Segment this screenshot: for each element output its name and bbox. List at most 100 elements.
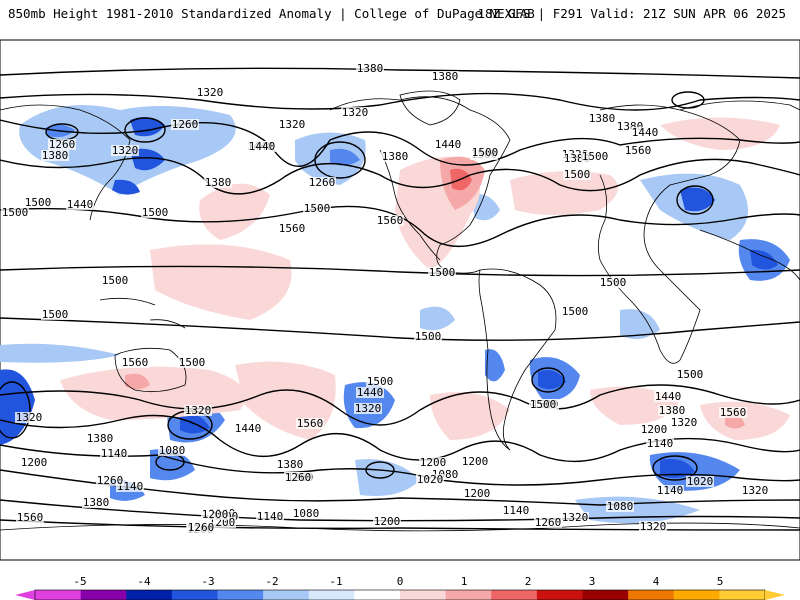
anomaly-core (125, 373, 150, 390)
contour-label-bg (284, 472, 312, 483)
contour-label: 1140 (257, 510, 284, 523)
contour-label: 1320 (742, 484, 769, 497)
contour-line (0, 119, 800, 167)
contour-label: 1380 (42, 149, 69, 162)
anomaly-area-south-america (485, 349, 505, 382)
contour-label: 1500 (677, 368, 704, 381)
contour-label: 1500 (472, 146, 499, 159)
colorbar-tick-label: -4 (137, 575, 151, 588)
contour-label-bg (434, 139, 462, 150)
contour-label: 1500 (415, 330, 442, 343)
contour-label: 1200 (420, 456, 447, 469)
contour-label-bg (656, 485, 684, 496)
contour-label-bg (41, 150, 69, 161)
contour-label: 1560 (17, 511, 44, 524)
contour-label-bg (376, 215, 404, 226)
contour-label: 1560 (122, 356, 149, 369)
contour-label-bg (82, 497, 110, 508)
contour-label: 1440 (249, 140, 276, 153)
contour-label-bg (428, 267, 456, 278)
colorbar-segment (354, 590, 401, 600)
contour-label-bg (208, 517, 236, 528)
contour-label-bg (20, 457, 48, 468)
contour-label: 1440 (655, 390, 682, 403)
colorbar-segment (628, 590, 675, 600)
contour-label-bg (654, 391, 682, 402)
contour-label: 1020 (687, 475, 714, 488)
contour-label: 1320 (112, 144, 139, 157)
contour-line (0, 317, 800, 341)
contour-label: 1320 (671, 416, 698, 429)
contour-label: 1380 (659, 404, 686, 417)
contour-label: 1080 (293, 507, 320, 520)
anomaly-area-tropics (420, 306, 455, 331)
colorbar-tick-label: 2 (525, 575, 532, 588)
anomaly-core (680, 187, 715, 212)
contour-label-bg (563, 169, 591, 180)
contour-label-bg (66, 199, 94, 210)
colorbar-segment (491, 590, 538, 600)
contour-label-bg (419, 457, 447, 468)
colorbar-tick-label: 5 (717, 575, 724, 588)
contour-label-bg (308, 177, 336, 188)
contour-line (0, 92, 800, 111)
contour-label-bg (563, 153, 591, 164)
contour-label-bg (676, 369, 704, 380)
coastline-layer (0, 90, 800, 532)
contour-label-bg (234, 423, 262, 434)
contour-label-bg (561, 306, 589, 317)
contour-label: 1320 (562, 511, 589, 524)
contour-label: 1200 (641, 423, 668, 436)
contour-label-bg (616, 121, 644, 132)
contour-label-bg (416, 474, 444, 485)
contour-label-bg (303, 203, 331, 214)
contour-label: 1260 (97, 474, 124, 487)
contour-label-bg (599, 277, 627, 288)
contour-label: 1380 (382, 150, 409, 163)
contour-label-bg (414, 331, 442, 342)
contour-label-bg (15, 412, 43, 423)
contour-label-bg (158, 445, 186, 456)
contour-label: 1260 (49, 138, 76, 151)
contour-label: 1320 (342, 106, 369, 119)
contour-label: 1140 (503, 504, 530, 517)
contour-label: 1080 (607, 500, 634, 513)
coastline (329, 96, 511, 274)
contour-label: 1560 (377, 214, 404, 227)
contour-label-bg (278, 223, 306, 234)
colorbar-segment (582, 590, 629, 600)
contour-label-bg (86, 433, 114, 444)
contour-closed-low (652, 455, 698, 481)
contour-label: 1320 (185, 404, 212, 417)
contour-label-bg (16, 512, 44, 523)
contour-label-bg (719, 407, 747, 418)
colorbar-tick-label: 0 (397, 575, 404, 588)
contour-label: 1320 (355, 402, 382, 415)
contour-label-bg (121, 357, 149, 368)
contour-label: 1320 (279, 118, 306, 131)
contour-closed-low (314, 141, 366, 179)
contour-label: 1020 (417, 473, 444, 486)
colorbar-segment (217, 590, 264, 600)
contour-label: 1200 (462, 455, 489, 468)
contour-line (0, 499, 800, 522)
contour-closed-low (531, 367, 565, 393)
contour-label-bg (116, 481, 144, 492)
colorbar-tick-label: 4 (653, 575, 660, 588)
contour-label: 1200 (21, 456, 48, 469)
contour-label-bg (463, 488, 491, 499)
anomaly-core (112, 179, 140, 195)
colorbar-tick-label: 3 (589, 575, 596, 588)
contour-label-bg (670, 417, 698, 428)
contour-label-bg (646, 438, 674, 449)
colorbar-segment (126, 590, 173, 600)
contour-label: 1500 (102, 274, 129, 287)
contour-label: 1320 (640, 520, 667, 533)
contour-label: 1560 (279, 222, 306, 235)
contour-label: 1140 (647, 437, 674, 450)
contour-label: 1560 (625, 144, 652, 157)
contour-label: 1500 (564, 168, 591, 181)
colorbar-ticks: -5 -4 -3 -2 -1 0 1 2 3 4 5 (73, 575, 723, 588)
contour-label-bg (356, 63, 384, 74)
colorbar-segment (400, 590, 447, 600)
